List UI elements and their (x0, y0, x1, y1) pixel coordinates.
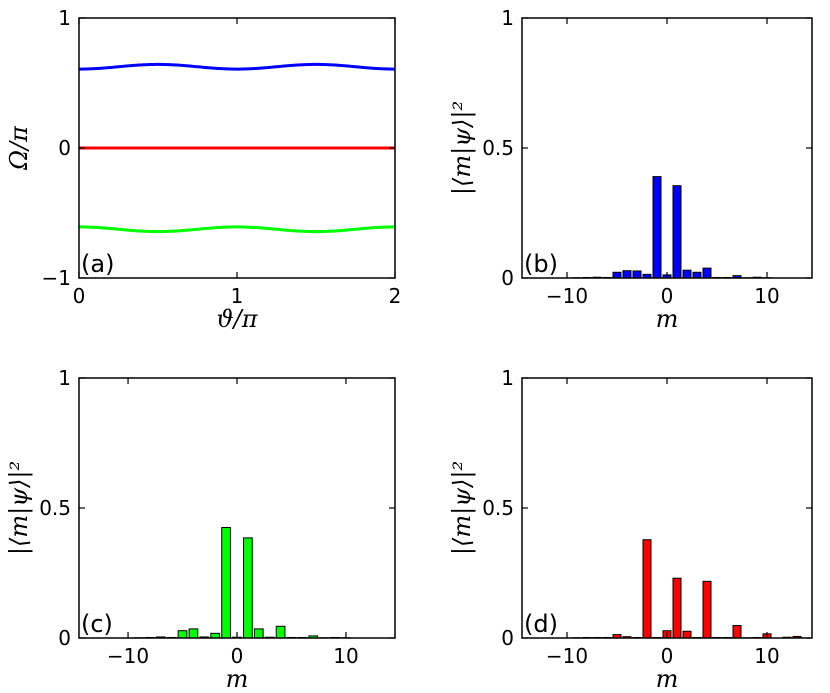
y-tick-label: 1 (501, 366, 514, 390)
x-axis-label: m (656, 665, 679, 689)
panel-a (79, 18, 395, 278)
panel-c (79, 378, 395, 638)
panel-label: (d) (524, 610, 558, 638)
y-axis-label: |⟨m|ψ⟩|² (448, 101, 477, 195)
bar-m--1 (222, 528, 231, 639)
axes-frame (79, 378, 395, 638)
panel-label: (b) (524, 250, 558, 278)
bar-m--1 (653, 177, 661, 278)
y-tick-label: 0 (58, 136, 71, 160)
bar-m--5 (613, 272, 621, 278)
panel-b (522, 18, 812, 278)
bar-m-1 (244, 538, 253, 638)
bar-m--5 (178, 631, 187, 638)
x-tick-label: 10 (333, 644, 358, 668)
bar-m-2 (254, 629, 263, 638)
axes-frame (522, 378, 812, 638)
y-tick-label: 0.5 (39, 496, 71, 520)
y-axis-label: Ω/π (5, 125, 33, 171)
y-tick-label: −1 (42, 266, 71, 290)
bar-m-4 (703, 268, 711, 278)
bar-m-2 (683, 270, 691, 278)
bar-m--4 (623, 271, 631, 278)
series-line-0 (79, 64, 395, 69)
y-tick-label: 1 (58, 6, 71, 30)
bar-m-3 (693, 272, 701, 278)
axes-frame (522, 18, 812, 278)
panel-d (522, 378, 812, 638)
bar-m-4 (276, 626, 285, 638)
series-line-2 (79, 227, 395, 232)
y-axis-label: |⟨m|ψ⟩|² (5, 461, 34, 555)
bar-m--4 (189, 629, 198, 638)
bar-m-1 (673, 578, 681, 638)
x-tick-label: 0 (73, 284, 86, 308)
panel-label: (a) (81, 250, 114, 278)
bar-m-1 (673, 186, 681, 278)
x-tick-label: 10 (754, 284, 779, 308)
y-axis-label: |⟨m|ψ⟩|² (448, 461, 477, 555)
x-tick-label: −10 (546, 644, 588, 668)
y-tick-label: 0 (501, 626, 514, 650)
x-tick-label: −10 (107, 644, 149, 668)
y-tick-label: 0 (501, 266, 514, 290)
y-tick-label: 0.5 (482, 136, 514, 160)
x-tick-label: −10 (546, 284, 588, 308)
bar-m--3 (633, 271, 641, 278)
panel-label: (c) (81, 610, 113, 638)
bar-m-2 (683, 631, 691, 638)
bar-m--2 (643, 540, 651, 638)
y-tick-label: 0 (58, 626, 71, 650)
y-tick-label: 1 (58, 366, 71, 390)
x-tick-label: 2 (389, 284, 402, 308)
y-tick-label: 0.5 (482, 496, 514, 520)
x-axis-label: m (226, 665, 249, 689)
x-axis-label: ϑ/π (216, 305, 258, 333)
x-tick-label: 10 (754, 644, 779, 668)
bar-m-4 (703, 581, 711, 638)
bar-m-7 (733, 626, 741, 638)
y-tick-label: 1 (501, 6, 514, 30)
x-axis-label: m (656, 305, 679, 333)
